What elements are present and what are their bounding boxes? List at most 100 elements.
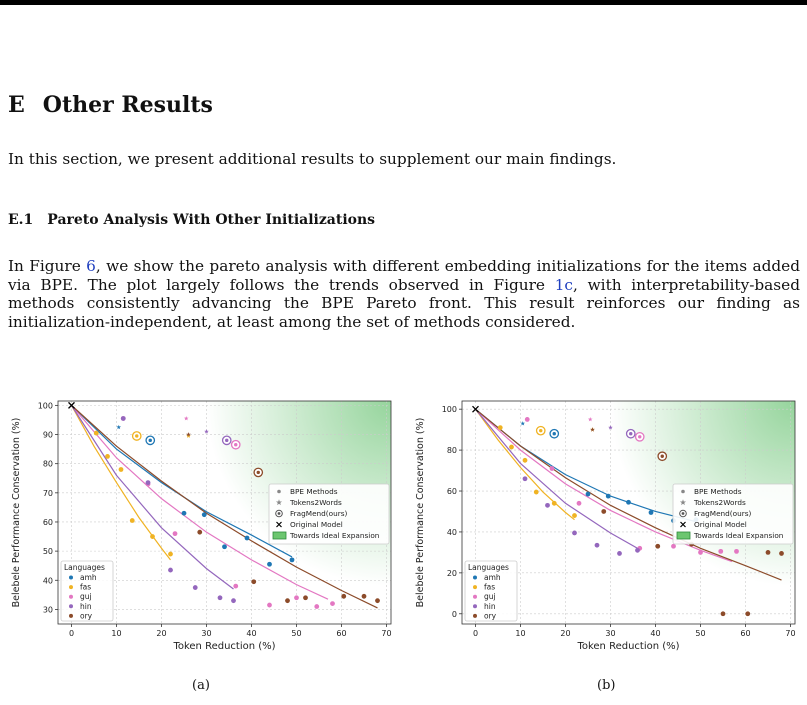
bpe-point-fas [129,518,135,523]
bpe-point-hin [231,598,236,604]
legend-method-label: Towards Ideal Expansion [693,531,783,540]
y-tick-label: 50 [43,547,53,556]
y-tick-label: 40 [447,528,457,537]
legend-bpe-marker [277,489,281,494]
legend-bpe-marker [681,489,685,494]
legend-label-hin: hin [484,602,496,611]
bpe-point-fas [93,430,99,436]
x-tick-label: 10 [515,629,525,638]
trend-curve-ory [71,404,378,609]
caption-a: (a) [192,678,210,693]
bpe-point-amh [648,510,654,515]
t2w-star-ory [186,432,191,437]
bpe-point-ory [655,543,661,549]
subsection-number: E.1 [8,212,34,228]
bpe-point-fas [522,457,528,463]
section-number: E [8,92,25,118]
legend-methods: BPE Methods Tokens2Words FragMend(ours) Ori… [268,483,390,545]
bpe-point-hin [217,595,223,601]
caption-b: (b) [597,678,616,693]
subsection-heading: E.1 Pareto Analysis With Other Initializa… [8,212,375,228]
y-axis-label: Belebele Performance Conservation (%) [415,418,426,608]
bpe-point-amh [267,561,272,567]
plot-frame [461,400,796,625]
bpe-point-fas [509,444,514,450]
legend-method-label: Towards Ideal Expansion [289,531,379,540]
figure-ref-link[interactable]: 1c [554,275,574,294]
intro-paragraph: In this section, we present additional r… [8,150,617,168]
legend-label-fas: fas [80,583,91,592]
bpe-point-hin [617,551,622,556]
legend-method-label: BPE Methods [290,487,338,496]
y-tick-label: 90 [43,431,53,440]
legend-ideal-swatch [676,531,691,540]
bpe-point-fas [533,489,539,495]
legend-methods: BPE Methods Tokens2Words FragMend(ours) Ori… [672,483,794,545]
y-tick-label: 20 [447,569,457,578]
section-heading: E Other Results [8,92,213,118]
bpe-point-guj [314,604,320,609]
legend-method-label: Tokens2Words [693,498,746,507]
bpe-point-guj [294,595,299,601]
fragmend-dot-fas [135,434,139,438]
y-tick-label: 60 [447,487,457,496]
legend-label-amh: amh [484,573,501,582]
fragmend-dot-ory [256,470,260,475]
y-tick-label: 30 [43,605,53,614]
x-tick-label: 20 [156,629,166,638]
legend-dot-ory [69,613,73,618]
y-tick-label: 80 [43,460,53,469]
bpe-point-fas [551,500,557,506]
legend-original-marker [680,521,686,528]
bpe-point-ory [251,579,257,585]
y-tick-label: 0 [452,610,457,619]
legend-dot-guj [69,594,73,599]
figure-ref-link[interactable]: 6 [86,257,96,275]
bpe-point-fas [168,551,173,557]
bpe-point-ory [341,593,347,599]
section-title: Other Results [42,92,213,118]
bpe-point-fas [572,513,577,518]
x-tick-label: 70 [785,629,795,638]
legend-fragmend-dot [277,512,281,515]
t2w-star-amh [116,424,122,430]
bpe-point-ory [197,529,203,535]
bpe-point-guj [734,548,739,554]
legend-label-fas: fas [484,583,495,592]
bpe-point-amh [585,491,591,497]
bpe-point-hin [145,480,151,486]
t2w-star-ory [590,427,595,432]
legend-dot-amh [473,575,477,580]
bpe-point-ory [361,593,367,599]
y-tick-label: 100 [442,405,457,414]
bpe-point-ory [720,611,726,617]
legend-dot-amh [69,575,73,580]
legend-dot-guj [473,594,477,599]
trend-curve-ory [475,408,782,581]
subsection-title: Pareto Analysis With Other Initializatio… [47,212,376,228]
legend-box [464,560,518,622]
t2w-star-guj [183,416,189,421]
original-model-marker [68,401,75,409]
x-tick-label: 60 [740,629,750,638]
bpe-point-fas [150,534,155,539]
bpe-point-amh [181,510,187,516]
y-tick-label: 70 [43,489,53,498]
y-tick-label: 60 [43,518,53,527]
trend-curve-guj [71,404,329,600]
fragmend-dot-guj [234,443,238,447]
legend-label-guj: guj [80,592,92,601]
bpe-point-guj [549,466,555,471]
bpe-point-ory [601,509,607,514]
legend-dot-hin [69,604,73,609]
x-axis-label: Token Reduction (%) [576,641,679,652]
legend-label-ory: ory [80,611,93,620]
bpe-point-amh [222,544,227,550]
legend-dot-fas [69,585,73,590]
bpe-point-amh [201,512,207,518]
bpe-point-amh [244,535,250,541]
bpe-point-hin [192,585,198,590]
legend-method-label: Original Model [290,520,343,529]
fragmend-dot-fas [539,428,543,433]
